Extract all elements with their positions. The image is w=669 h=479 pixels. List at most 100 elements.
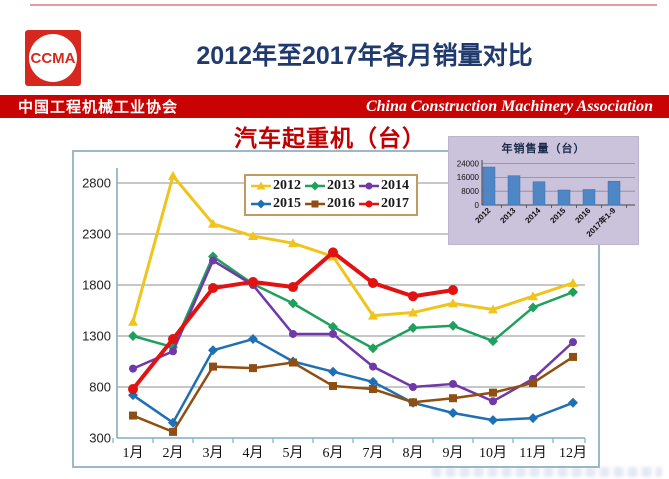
inset-annual-chart: 年销售量（台） 0 8000 16000 24000 2012 2013 2014 2015 2…: [448, 136, 639, 245]
series-2016-point: [369, 385, 377, 394]
page-title: 2012年至2017年各月销量对比: [196, 42, 533, 70]
ccma-logo-text: CCMA: [30, 49, 76, 67]
x-tick-label-4: 4月: [243, 445, 264, 461]
x-tick-label-8: 8月: [403, 445, 424, 461]
series-2015-point: [168, 417, 178, 428]
legend-marker-shape: [310, 181, 320, 191]
x-tick-label-12: 12月: [559, 445, 587, 461]
x-tick-label-11: 11月: [519, 445, 546, 461]
legend-item-2015: 2015: [250, 195, 304, 213]
legend-marker-shape: [311, 200, 319, 208]
series-2016-point: [209, 362, 217, 371]
series-2016-point: [249, 364, 257, 373]
inset-bar-2015: [557, 189, 571, 206]
banner-chinese-name: 中国工程机械工业协会: [18, 99, 179, 116]
top-divider-line: [30, 4, 657, 6]
series-2016-point: [289, 358, 297, 367]
series-2015-point: [208, 345, 218, 356]
legend-marker-shape: [256, 199, 266, 209]
series-2013-point: [128, 331, 138, 341]
x-tick-label-6: 6月: [323, 445, 344, 461]
inset-x-label-2016: 2016: [573, 206, 592, 225]
legend-marker-2016: [305, 200, 325, 208]
legend-item-2017: 2017: [358, 195, 412, 213]
series-2014-line: [131, 259, 575, 403]
series-2017-line: [131, 250, 455, 392]
series-2016-point: [569, 352, 577, 361]
legend-item-2012: 2012: [250, 177, 304, 195]
series-2012-point: [208, 218, 218, 228]
series-2015-point: [488, 415, 498, 426]
legend-label-2014: 2014: [381, 178, 409, 193]
series-2016-line: [131, 355, 575, 434]
legend-label-2016: 2016: [327, 196, 355, 211]
legend-label-2012: 2012: [273, 178, 301, 193]
series-2012-point: [248, 231, 258, 241]
series-2015-point: [328, 366, 338, 377]
chart-title: 汽车起重机（台）: [234, 126, 426, 151]
x-tick-label-7: 7月: [363, 445, 384, 461]
inset-bar-2017年1-9: [607, 180, 621, 206]
x-tick-label-2: 2月: [163, 445, 184, 461]
y-tick-label: 300: [89, 431, 111, 446]
series-2015-point: [528, 413, 538, 424]
y-tick-label: 800: [89, 380, 111, 395]
inset-y-tick-label: 8000: [461, 187, 479, 196]
y-tick-label: 1800: [82, 278, 111, 293]
series-2013-point: [368, 343, 378, 354]
legend-marker-2014: [359, 182, 379, 190]
legend-item-2016: 2016: [304, 195, 358, 213]
legend-marker-shape: [256, 181, 266, 190]
series-2014-point: [329, 329, 337, 338]
series-2013-point: [568, 287, 578, 298]
inset-y-tick-label: 0: [475, 201, 480, 210]
series-2017-point: [128, 384, 138, 395]
x-tick-label-1: 1月: [123, 445, 144, 461]
series-2016-point: [409, 398, 417, 407]
series-2017-point: [168, 334, 178, 345]
series-2014-point: [489, 397, 497, 406]
series-2017-point: [248, 276, 258, 287]
series-2013-point: [408, 322, 418, 333]
series-2013-point: [528, 302, 538, 313]
series-2015-point: [568, 397, 578, 408]
legend-marker-shape: [365, 182, 373, 190]
series-2013-point: [488, 336, 498, 347]
banner-english-name: China Construction Machinery Association: [365, 97, 653, 115]
series-2013-point: [328, 321, 338, 332]
series-2016-point: [529, 378, 537, 387]
series-2012-point: [408, 307, 418, 317]
legend-marker-shape: [365, 200, 373, 208]
series-2013-line: [131, 255, 575, 350]
ccma-logo: CCMA: [25, 30, 81, 86]
legend-marker-2012: [251, 181, 271, 190]
series-2014-point: [369, 362, 377, 371]
watermark: [432, 467, 662, 477]
series-2012-point: [488, 304, 498, 314]
chart-legend: 2012 2013 2014 2015 2016 2017: [244, 174, 418, 216]
x-tick-label-5: 5月: [283, 445, 304, 461]
series-2016-point: [129, 411, 137, 420]
inset-bar-2013: [507, 175, 521, 206]
legend-item-2014: 2014: [358, 177, 412, 195]
inset-bar-2016: [582, 189, 596, 206]
series-2014-point: [169, 347, 177, 356]
series-2014-point: [409, 383, 417, 391]
series-2014-point: [129, 364, 137, 373]
y-tick-label: 1300: [82, 329, 111, 344]
series-2017-point: [368, 277, 378, 288]
legend-marker-2013: [305, 181, 325, 191]
inset-bar-2012: [482, 166, 496, 206]
inset-x-label-2015: 2015: [548, 206, 567, 225]
ccma-logo-circle: CCMA: [29, 34, 77, 82]
legend-marker-2017: [359, 200, 379, 208]
series-2014-point: [289, 329, 297, 338]
series-2016-point: [169, 427, 177, 436]
series-2012-point: [528, 291, 538, 301]
y-tick-label: 2800: [82, 176, 111, 191]
inset-y-tick-label: 24000: [457, 159, 480, 168]
x-tick-label-10: 10月: [479, 445, 507, 461]
series-2014-point: [209, 256, 217, 265]
inset-y-tick-label: 16000: [457, 173, 480, 182]
